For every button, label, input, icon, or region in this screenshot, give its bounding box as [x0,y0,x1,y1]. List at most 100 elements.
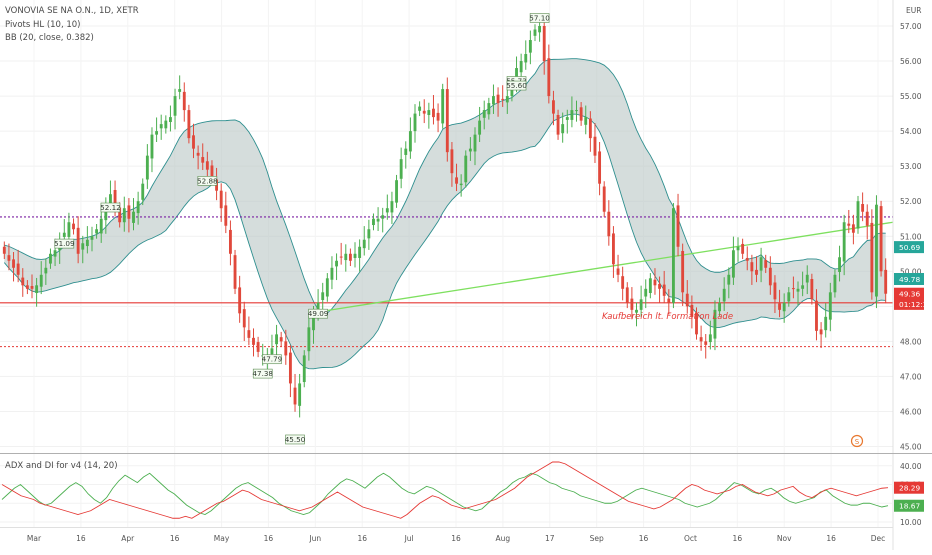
candle-body[interactable] [552,100,555,114]
candle-body[interactable] [565,117,569,120]
candle-body[interactable] [196,152,200,156]
candle-body[interactable] [653,279,657,286]
candle-body[interactable] [427,110,431,116]
candle-body[interactable] [708,334,712,343]
candle-body[interactable] [510,85,514,97]
candle-body[interactable] [159,124,163,129]
candle-body[interactable] [612,233,615,265]
candle-body[interactable] [224,205,228,226]
candle-body[interactable] [575,110,578,112]
candle-body[interactable] [870,222,874,293]
candle-body[interactable] [210,165,214,177]
candle-body[interactable] [782,302,786,312]
candle-body[interactable] [713,309,717,339]
candle-body[interactable] [95,229,99,234]
candle-body[interactable] [685,293,689,307]
candle-body[interactable] [741,243,745,254]
candle-body[interactable] [145,155,149,180]
candle-body[interactable] [455,177,458,184]
candle-body[interactable] [164,120,168,129]
candle-body[interactable] [348,253,352,261]
candle-body[interactable] [390,201,394,213]
candle-body[interactable] [755,269,758,275]
candle-body[interactable] [408,131,412,152]
candle-body[interactable] [759,257,763,271]
candle-body[interactable] [122,208,126,223]
candle-body[interactable] [187,110,191,139]
candle-body[interactable] [12,259,15,268]
candle-body[interactable] [21,277,25,286]
candle-body[interactable] [344,253,348,261]
candle-body[interactable] [598,151,602,184]
candle-body[interactable] [418,106,422,111]
candle-body[interactable] [49,253,52,264]
candle-body[interactable] [362,239,366,249]
candle-body[interactable] [635,309,638,313]
candle-body[interactable] [270,348,274,354]
candle-body[interactable] [884,269,888,294]
candle-body[interactable] [764,260,768,268]
candle-body[interactable] [602,186,606,212]
candle-body[interactable] [727,274,731,285]
candle-body[interactable] [39,274,43,287]
candle-body[interactable] [861,204,865,212]
candle-body[interactable] [805,274,809,283]
candle-body[interactable] [25,285,29,289]
candle-body[interactable] [736,246,740,251]
candle-body[interactable] [639,299,643,310]
candle-body[interactable] [658,283,662,289]
candle-body[interactable] [372,218,375,226]
candle-body[interactable] [325,278,329,297]
candle-body[interactable] [90,236,94,240]
candle-body[interactable] [644,288,648,297]
candle-body[interactable] [256,342,260,352]
candle-body[interactable] [316,302,320,314]
candle-body[interactable] [487,103,491,115]
candle-body[interactable] [413,113,417,132]
candle-body[interactable] [468,148,472,152]
candle-body[interactable] [76,227,80,254]
candle-body[interactable] [768,267,772,286]
candle-body[interactable] [718,302,721,312]
candle-body[interactable] [810,279,814,300]
candle-body[interactable] [815,300,818,331]
candle-body[interactable] [81,243,85,250]
candle-body[interactable] [307,327,311,352]
candle-body[interactable] [856,201,860,229]
adx-legend[interactable]: ADX and DI for v4 (14, 20) [5,461,118,471]
candle-body[interactable] [528,40,532,53]
candle-body[interactable] [30,286,34,289]
candle-body[interactable] [247,330,251,338]
candle-body[interactable] [173,96,177,116]
candle-body[interactable] [44,267,48,274]
candle-body[interactable] [588,118,592,139]
candle-body[interactable] [192,135,195,149]
candle-body[interactable] [293,387,297,405]
candle-body[interactable] [671,208,675,303]
candle-body[interactable] [109,194,112,204]
candle-body[interactable] [547,58,551,97]
candle-body[interactable] [838,257,841,272]
candle-body[interactable] [99,218,103,234]
bb-legend[interactable]: BB (20, close, 0.382) [5,33,94,43]
candle-body[interactable] [302,355,306,383]
candle-body[interactable] [648,278,652,294]
candle-body[interactable] [339,256,343,258]
candle-body[interactable] [533,29,537,36]
candle-body[interactable] [879,206,883,272]
candle-body[interactable] [667,298,671,303]
candle-body[interactable] [127,205,131,219]
candle-body[interactable] [824,316,828,331]
candle-body[interactable] [542,26,546,62]
candle-body[interactable] [847,223,851,226]
candle-body[interactable] [118,207,122,223]
candle-body[interactable] [67,222,71,237]
candle-body[interactable] [473,134,477,152]
candle-body[interactable] [150,134,154,159]
candle-body[interactable] [492,96,495,105]
candle-body[interactable] [178,89,182,92]
candle-body[interactable] [791,288,795,290]
candle-body[interactable] [169,117,172,123]
candle-body[interactable] [7,255,11,261]
